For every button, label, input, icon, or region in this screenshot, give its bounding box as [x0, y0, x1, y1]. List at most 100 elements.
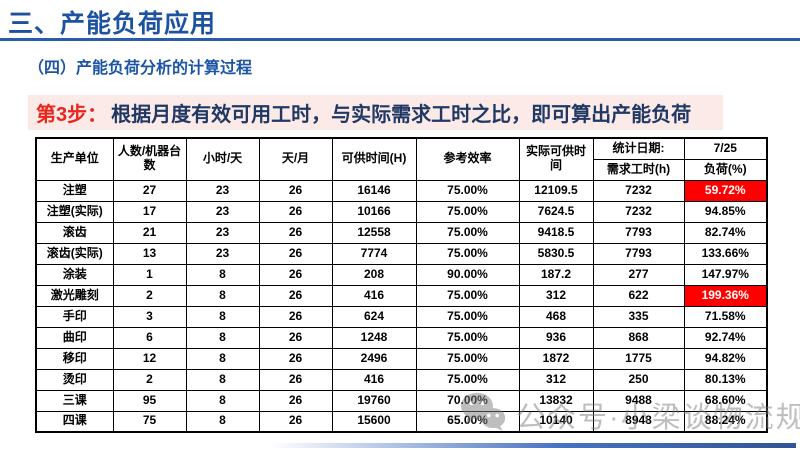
cell-count: 27: [112, 179, 187, 202]
cell-count: 21: [112, 221, 187, 244]
cell-actual-available: 936: [518, 326, 594, 349]
cell-efficiency: 65.00%: [415, 410, 520, 433]
cell-demand: 622: [592, 284, 685, 307]
cell-efficiency: 75.00%: [415, 347, 520, 370]
table-row: 滚齿(实际) 13 23 26 7774 75.00% 5830.5 7793 133.66%: [35, 242, 768, 265]
cell-hours-per-day: 23: [185, 221, 260, 244]
cell-efficiency: 90.00%: [415, 263, 520, 286]
cell-unit: 曲印: [35, 326, 114, 349]
cell-efficiency: 75.00%: [415, 326, 520, 349]
cell-efficiency: 75.00%: [415, 221, 520, 244]
cell-unit: 激光雕刻: [35, 284, 114, 307]
cell-days-per-month: 26: [258, 326, 333, 349]
cell-available: 624: [331, 305, 417, 328]
col-header-count: 人数/机器台数: [112, 137, 187, 181]
cell-load: 80.13%: [683, 368, 768, 391]
table-row: 激光雕刻 2 8 26 416 75.00% 312 622 199.36%: [35, 284, 768, 307]
cell-unit: 四课: [35, 410, 114, 433]
cell-days-per-month: 26: [258, 242, 333, 265]
cell-count: 2: [112, 368, 187, 391]
col-header-efficiency: 参考效率: [415, 137, 520, 181]
cell-load: 92.74%: [683, 326, 768, 349]
cell-unit: 三课: [35, 389, 114, 412]
cell-actual-available: 13832: [518, 389, 594, 412]
cell-days-per-month: 26: [258, 263, 333, 286]
cell-available: 15600: [331, 410, 417, 433]
cell-available: 10166: [331, 200, 417, 223]
cell-count: 17: [112, 200, 187, 223]
table-header: 生产单位 人数/机器台数 小时/天 天/月 可供时间(H) 参考效率 实际可供时…: [35, 137, 768, 181]
cell-efficiency: 75.00%: [415, 305, 520, 328]
cell-actual-available: 10140: [518, 410, 594, 433]
cell-days-per-month: 26: [258, 221, 333, 244]
cell-count: 75: [112, 410, 187, 433]
capacity-table: 生产单位 人数/机器台数 小时/天 天/月 可供时间(H) 参考效率 实际可供时…: [35, 137, 768, 433]
cell-unit: 滚齿(实际): [35, 242, 114, 265]
cell-available: 416: [331, 368, 417, 391]
cell-actual-available: 312: [518, 368, 594, 391]
cell-demand: 7793: [592, 221, 685, 244]
col-header-stat-date-label: 统计日期:: [592, 137, 685, 160]
col-header-hours-per-day: 小时/天: [185, 137, 260, 181]
cell-actual-available: 5830.5: [518, 242, 594, 265]
col-header-unit: 生产单位: [35, 137, 114, 181]
cell-hours-per-day: 8: [185, 347, 260, 370]
cell-hours-per-day: 23: [185, 179, 260, 202]
cell-load: 71.58%: [683, 305, 768, 328]
cell-count: 2: [112, 284, 187, 307]
cell-days-per-month: 26: [258, 389, 333, 412]
table-row: 三课 95 8 26 19760 70.00% 13832 9488 68.60%: [35, 389, 768, 412]
cell-demand: 1775: [592, 347, 685, 370]
cell-demand: 868: [592, 326, 685, 349]
cell-load: 82.74%: [683, 221, 768, 244]
cell-hours-per-day: 8: [185, 305, 260, 328]
page-title: 三、产能负荷应用: [8, 10, 217, 38]
cell-unit: 涂装: [35, 263, 114, 286]
cell-hours-per-day: 8: [185, 389, 260, 412]
cell-hours-per-day: 8: [185, 263, 260, 286]
cell-hours-per-day: 8: [185, 284, 260, 307]
col-header-available-time: 可供时间(H): [331, 137, 417, 181]
cell-available: 7774: [331, 242, 417, 265]
cell-hours-per-day: 8: [185, 326, 260, 349]
col-header-days-per-month: 天/月: [258, 137, 333, 181]
cell-unit: 烫印: [35, 368, 114, 391]
title-divider: [0, 38, 800, 41]
cell-count: 3: [112, 305, 187, 328]
cell-actual-available: 468: [518, 305, 594, 328]
table-row: 四课 75 8 26 15600 65.00% 10140 8948 88.24%: [35, 410, 768, 433]
cell-hours-per-day: 23: [185, 242, 260, 265]
cell-days-per-month: 26: [258, 179, 333, 202]
cell-actual-available: 187.2: [518, 263, 594, 286]
cell-available: 208: [331, 263, 417, 286]
cell-days-per-month: 26: [258, 410, 333, 433]
cell-actual-available: 7624.5: [518, 200, 594, 223]
cell-load: 94.82%: [683, 347, 768, 370]
cell-count: 13: [112, 242, 187, 265]
cell-available: 16146: [331, 179, 417, 202]
cell-demand: 7793: [592, 242, 685, 265]
cell-available: 416: [331, 284, 417, 307]
bottom-accent-bar: [270, 443, 796, 448]
step-label: 第3步：: [36, 104, 108, 126]
cell-hours-per-day: 8: [185, 410, 260, 433]
table-row: 手印 3 8 26 624 75.00% 468 335 71.58%: [35, 305, 768, 328]
step-text: 根据月度有效可用工时，与实际需求工时之比，即可算出产能负荷: [111, 104, 692, 126]
cell-efficiency: 75.00%: [415, 242, 520, 265]
cell-demand: 8948: [592, 410, 685, 433]
cell-demand: 277: [592, 263, 685, 286]
cell-load: 94.85%: [683, 200, 768, 223]
col-header-stat-date-value: 7/25: [683, 137, 768, 160]
cell-demand: 7232: [592, 179, 685, 202]
cell-days-per-month: 26: [258, 347, 333, 370]
cell-load: 88.24%: [683, 410, 768, 433]
table-row: 注塑(实际) 17 23 26 10166 75.00% 7624.5 7232 94.85%: [35, 200, 768, 223]
cell-unit: 滚齿: [35, 221, 114, 244]
capacity-table-body: 注塑 27 23 26 16146 75.00% 12109.5 7232 59.72% 注塑(实…: [35, 179, 768, 433]
table-row: 滚齿 21 23 26 12558 75.00% 9418.5 7793 82.74%: [35, 221, 768, 244]
cell-unit: 移印: [35, 347, 114, 370]
cell-available: 2496: [331, 347, 417, 370]
table-row: 涂装 1 8 26 208 90.00% 187.2 277 147.97%: [35, 263, 768, 286]
cell-load: 68.60%: [683, 389, 768, 412]
table-row: 曲印 6 8 26 1248 75.00% 936 868 92.74%: [35, 326, 768, 349]
